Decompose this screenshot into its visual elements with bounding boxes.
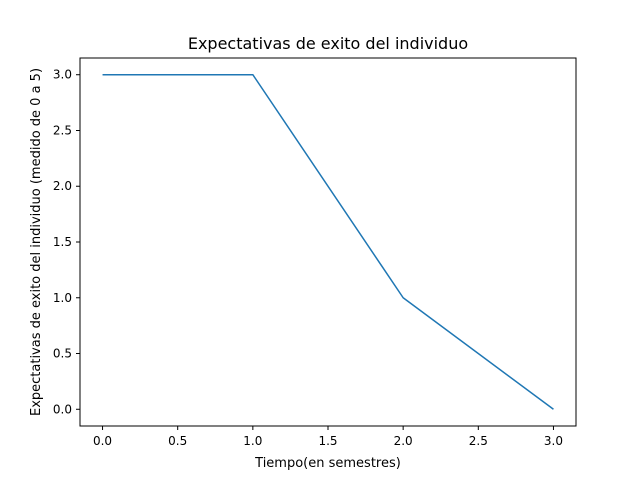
y-tick-label: 2.5 [53, 123, 72, 137]
chart-title: Expectativas de exito del individuo [188, 34, 468, 53]
x-tick-label: 3.0 [544, 434, 563, 448]
y-tick-label: 1.5 [53, 235, 72, 249]
series-line-0 [102, 73, 554, 410]
y-axis-ticks: 0.0 0.5 1.0 1.5 2.0 2.5 3.0 [53, 68, 80, 416]
x-tick-label: 1.5 [318, 434, 337, 448]
plot-frame [79, 57, 577, 427]
y-tick-label: 3.0 [53, 68, 72, 82]
x-tick-label: 1.0 [243, 434, 262, 448]
y-tick-label: 1.0 [53, 291, 72, 305]
y-tick-label: 0.5 [53, 347, 72, 361]
y-tick-label: 0.0 [53, 402, 72, 416]
x-axis-ticks: 0.0 0.5 1.0 1.5 2.0 2.5 3.0 [93, 426, 563, 448]
x-axis-label: Tiempo(en semestres) [254, 456, 401, 471]
x-tick-label: 2.0 [394, 434, 413, 448]
y-tick-label: 2.0 [53, 179, 72, 193]
y-axis-label: Expectativas de exito del individuo (med… [29, 68, 44, 416]
plot-area [102, 73, 554, 410]
x-tick-label: 0.5 [168, 434, 187, 448]
x-tick-label: 0.0 [93, 434, 112, 448]
x-tick-label: 2.5 [469, 434, 488, 448]
